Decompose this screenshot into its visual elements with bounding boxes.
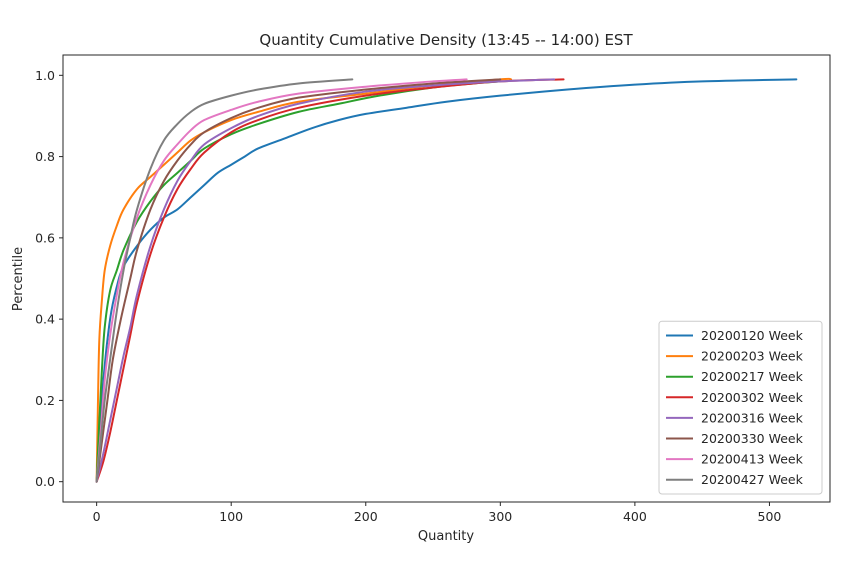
y-tick-label: 0.6	[35, 230, 55, 245]
y-tick-label: 1.0	[35, 68, 55, 83]
x-tick-label: 400	[623, 509, 647, 524]
y-tick-label: 0.0	[35, 474, 55, 489]
series-line-20200316-week	[95, 78, 556, 483]
x-tick-label: 500	[758, 509, 782, 524]
legend-label: 20200427 Week	[701, 472, 804, 487]
series-line-20200330-week	[95, 78, 502, 483]
legend-label: 20200203 Week	[701, 349, 804, 364]
legend-label: 20200330 Week	[701, 431, 804, 446]
x-axis: 0 100 200 300 400 500	[93, 502, 782, 524]
series-line-20200413-week	[95, 78, 468, 483]
chart-title: Quantity Cumulative Density (13:45 -- 14…	[259, 31, 633, 49]
x-tick-label: 200	[354, 509, 378, 524]
y-axis: 0.0 0.2 0.4 0.6 0.8 1.0	[35, 68, 63, 489]
legend-label: 20200316 Week	[701, 410, 804, 425]
x-axis-label: Quantity	[418, 529, 474, 544]
x-tick-label: 100	[219, 509, 243, 524]
legend-label: 20200413 Week	[701, 452, 804, 467]
series-lines	[95, 77, 798, 483]
x-tick-label: 300	[488, 509, 512, 524]
legend-box	[658, 320, 823, 495]
series-line-20200203-week	[95, 77, 513, 483]
legend-label: 20200302 Week	[701, 390, 804, 405]
y-tick-label: 0.8	[35, 149, 55, 164]
legend: 20200120 Week 20200203 Week 20200217 Week 2…	[658, 320, 823, 495]
legend-label: 20200217 Week	[701, 369, 804, 384]
x-tick-label: 0	[93, 509, 101, 524]
y-tick-label: 0.4	[35, 312, 55, 327]
plot-frame	[62, 54, 831, 503]
series-line-20200217-week	[95, 80, 502, 483]
y-tick-label: 0.2	[35, 393, 55, 408]
legend-label: 20200120 Week	[701, 328, 804, 343]
y-axis-label: Percentile	[11, 247, 26, 311]
series-line-20200302-week	[95, 78, 565, 483]
series-line-20200427-week	[95, 78, 354, 483]
